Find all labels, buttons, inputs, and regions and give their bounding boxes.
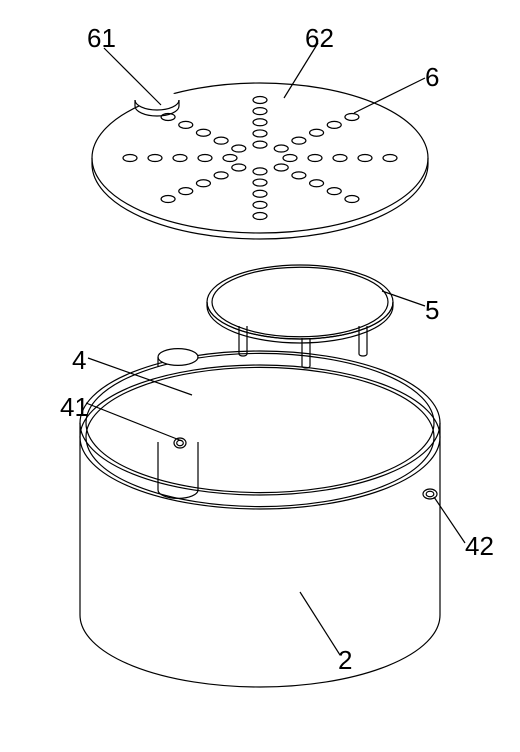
callout-label-42: 42 bbox=[465, 531, 494, 562]
callout-label-2: 2 bbox=[338, 645, 352, 676]
callout-label-62: 62 bbox=[305, 23, 334, 54]
callout-label-5: 5 bbox=[425, 295, 439, 326]
technical-illustration bbox=[0, 0, 520, 752]
callout-label-61: 61 bbox=[87, 23, 116, 54]
callout-label-6: 6 bbox=[425, 62, 439, 93]
container-cylinder bbox=[80, 351, 440, 687]
callout-label-4: 4 bbox=[72, 345, 86, 376]
callout-label-41: 41 bbox=[60, 392, 89, 423]
perforated-plate bbox=[92, 83, 428, 239]
